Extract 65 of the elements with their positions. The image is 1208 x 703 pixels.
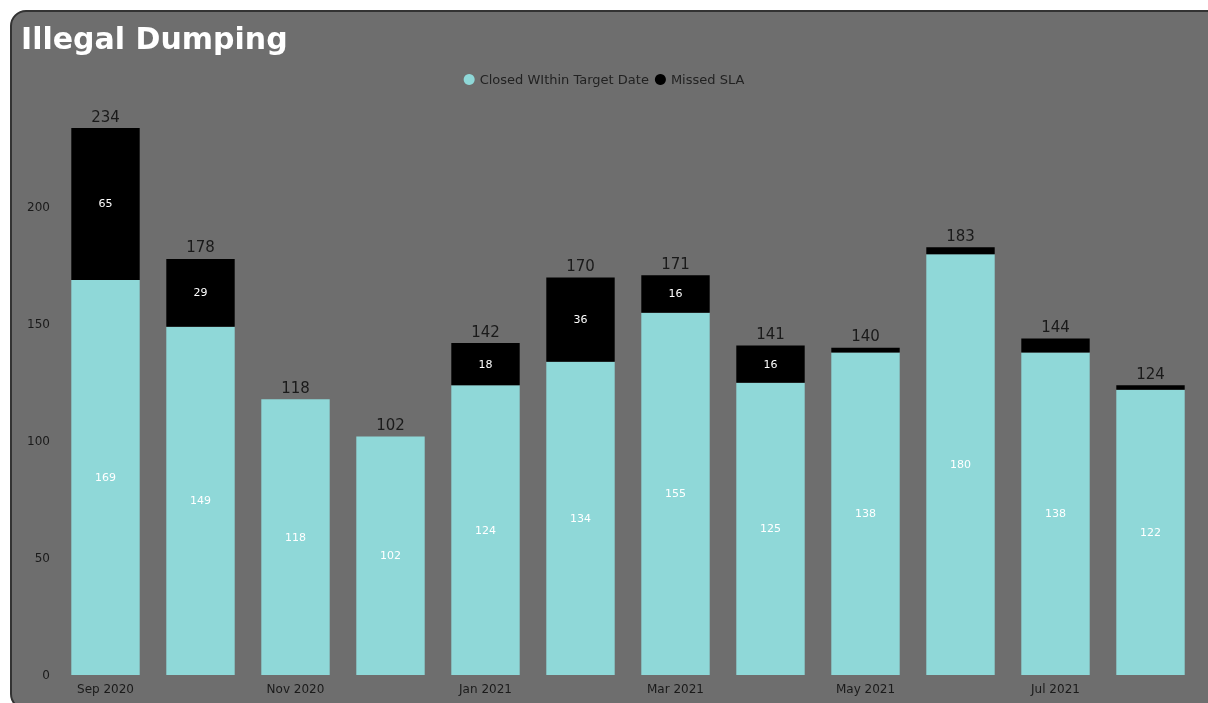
x-tick-label: Nov 2020 bbox=[266, 682, 325, 696]
y-tick-label: 100 bbox=[27, 434, 50, 449]
y-tick-label: 200 bbox=[27, 200, 50, 215]
data-label: 122 bbox=[1140, 525, 1161, 539]
total-label: 140 bbox=[851, 327, 880, 346]
bar bbox=[546, 361, 615, 675]
total-label: 183 bbox=[946, 226, 975, 245]
bar bbox=[736, 382, 805, 675]
total-label: 102 bbox=[376, 416, 405, 435]
bar bbox=[641, 275, 710, 313]
x-tick-label: May 2021 bbox=[835, 682, 896, 696]
y-tick-label: 0 bbox=[42, 668, 50, 682]
data-label: 125 bbox=[760, 522, 781, 536]
data-label: 138 bbox=[1045, 507, 1066, 521]
total-label: 141 bbox=[756, 324, 785, 343]
bar bbox=[831, 352, 900, 675]
data-label: 138 bbox=[855, 507, 876, 521]
y-tick-label: 150 bbox=[27, 317, 50, 332]
data-label: 118 bbox=[285, 530, 306, 544]
data-label: 149 bbox=[190, 494, 211, 508]
bar bbox=[166, 258, 235, 327]
data-label: 124 bbox=[475, 523, 496, 537]
bar bbox=[1116, 389, 1185, 675]
bar bbox=[926, 254, 995, 675]
data-label: 180 bbox=[950, 458, 971, 472]
legend-label: Missed SLA bbox=[670, 72, 745, 87]
data-label: 36 bbox=[573, 313, 588, 327]
data-label: 65 bbox=[98, 197, 113, 211]
y-tick-label: 50 bbox=[34, 551, 50, 566]
x-tick-label: Jul 2021 bbox=[1030, 682, 1080, 696]
data-label: 169 bbox=[95, 470, 116, 484]
total-label: 171 bbox=[661, 254, 690, 273]
data-label: 102 bbox=[380, 549, 401, 563]
data-label: 16 bbox=[668, 287, 683, 301]
data-label: 18 bbox=[478, 357, 493, 371]
total-label: 142 bbox=[471, 322, 500, 341]
bar bbox=[451, 385, 520, 675]
chart-title: Illegal Dumping bbox=[21, 20, 288, 56]
total-label: 118 bbox=[281, 378, 310, 397]
data-label: 134 bbox=[570, 511, 591, 525]
bar bbox=[451, 343, 520, 386]
bar bbox=[1021, 338, 1090, 353]
total-label: 234 bbox=[91, 107, 120, 126]
bar bbox=[1021, 352, 1090, 675]
total-label: 124 bbox=[1136, 364, 1165, 383]
data-label: 16 bbox=[763, 357, 778, 371]
x-tick-label: Sep 2020 bbox=[77, 682, 134, 696]
data-label: 29 bbox=[193, 286, 208, 300]
x-tick-label: Mar 2021 bbox=[647, 682, 704, 696]
total-label: 144 bbox=[1041, 317, 1070, 336]
bar bbox=[166, 326, 235, 675]
bar bbox=[356, 436, 425, 675]
total-label: 170 bbox=[566, 257, 595, 276]
total-label: 178 bbox=[186, 238, 215, 257]
bar bbox=[261, 399, 330, 675]
x-tick-label: Jan 2021 bbox=[458, 682, 512, 696]
bar bbox=[71, 128, 140, 280]
bar bbox=[71, 279, 140, 675]
bar bbox=[926, 247, 995, 255]
bar bbox=[736, 345, 805, 383]
bar bbox=[1116, 385, 1185, 390]
bar bbox=[641, 312, 710, 675]
legend-label: Closed WIthin Target Date bbox=[479, 72, 649, 87]
bar bbox=[546, 277, 615, 362]
data-label: 155 bbox=[665, 487, 686, 501]
